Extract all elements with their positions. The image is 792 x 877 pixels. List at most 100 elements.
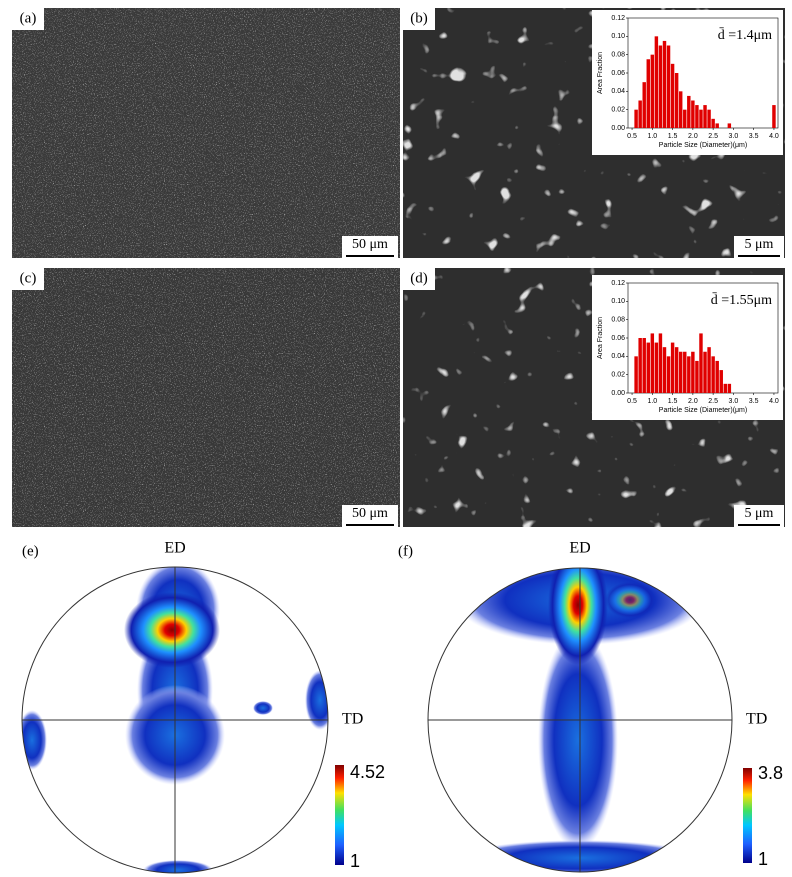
panel-label: (a) <box>20 10 37 26</box>
ed-label: ED <box>164 540 185 557</box>
bar <box>691 100 695 128</box>
bar <box>715 123 719 128</box>
y-axis-label: Area Fraction <box>597 317 604 359</box>
panel-label: (e) <box>22 543 39 559</box>
bar <box>634 109 638 128</box>
colorbar-min: 1 <box>350 851 360 871</box>
y-tick-label: 0.12 <box>611 15 625 22</box>
y-tick-label: 0.00 <box>611 390 625 397</box>
bar <box>642 338 646 393</box>
bar <box>666 45 671 128</box>
panel-label: (f) <box>398 543 413 559</box>
bar <box>723 383 728 393</box>
bar <box>683 351 687 393</box>
bar <box>711 356 715 393</box>
panel-label: (c) <box>20 270 37 286</box>
y-tick-label: 0.06 <box>611 335 625 342</box>
y-tick-label: 0.02 <box>611 372 625 379</box>
bar <box>674 73 679 128</box>
bar <box>654 36 659 129</box>
bar <box>662 40 667 128</box>
y-tick-label: 0.10 <box>611 298 625 305</box>
bar <box>727 383 732 393</box>
x-tick-label: 3.0 <box>729 398 739 405</box>
inset-background <box>592 275 783 420</box>
colorbar-max: 4.52 <box>350 762 385 782</box>
bar <box>678 351 683 393</box>
bar <box>703 351 707 393</box>
x-tick-label: 1.0 <box>647 398 657 405</box>
bar <box>715 360 719 393</box>
bar <box>683 109 687 128</box>
bar <box>650 54 655 128</box>
y-tick-label: 0.08 <box>611 52 625 59</box>
bar <box>662 347 667 393</box>
x-tick-label: 4.0 <box>769 398 779 405</box>
colorbar-min: 1 <box>758 849 768 869</box>
panel-label: (d) <box>410 270 428 286</box>
colorbar <box>335 765 344 865</box>
bar <box>646 342 650 393</box>
scale-bar-label: 50 μm <box>352 506 388 521</box>
pole-figure-e <box>22 567 328 873</box>
x-tick-label: 1.5 <box>668 133 678 140</box>
scale-bar: 50 μm <box>342 236 398 258</box>
x-tick-label: 2.5 <box>708 133 718 140</box>
x-tick-label: 0.5 <box>627 398 637 405</box>
sem-a <box>12 8 400 258</box>
x-tick-label: 4.0 <box>769 133 779 140</box>
scale-bar-label: 5 μm <box>745 506 774 521</box>
colorbar <box>743 768 752 863</box>
x-tick-label: 1.5 <box>668 398 678 405</box>
bar <box>707 109 711 128</box>
bar <box>772 105 776 128</box>
sem-c <box>12 268 400 527</box>
bar <box>658 333 663 393</box>
bar <box>650 333 655 393</box>
ed-label: ED <box>569 540 590 557</box>
bar <box>654 342 659 393</box>
scale-bar: 5 μm <box>734 236 784 258</box>
bar <box>707 347 711 393</box>
y-tick-label: 0.02 <box>611 107 625 114</box>
bar <box>695 105 699 128</box>
y-tick-label: 0.10 <box>611 33 625 40</box>
bar <box>670 63 675 129</box>
x-axis-label: Particle Size (Diameter)(μm) <box>659 142 747 149</box>
bar <box>646 59 650 128</box>
x-tick-label: 2.0 <box>688 133 698 140</box>
scale-bar-label: 50 μm <box>352 237 388 252</box>
panel-label: (b) <box>410 10 428 26</box>
scale-bar: 50 μm <box>342 505 398 527</box>
x-tick-label: 1.0 <box>647 133 657 140</box>
td-label: TD <box>342 711 363 728</box>
bar <box>699 109 703 128</box>
bar <box>638 100 642 128</box>
y-tick-label: 0.06 <box>611 70 625 77</box>
scale-bar-label: 5 μm <box>745 237 774 252</box>
bar <box>687 356 691 393</box>
x-tick-label: 2.0 <box>688 398 698 405</box>
bar <box>719 370 723 393</box>
y-tick-label: 0.00 <box>611 125 625 132</box>
y-tick-label: 0.12 <box>611 280 625 287</box>
x-tick-label: 3.5 <box>749 398 759 405</box>
td-label: TD <box>746 711 767 728</box>
y-axis-label: Area Fraction <box>597 52 604 94</box>
bar <box>658 45 663 128</box>
bar <box>699 333 703 393</box>
bar <box>634 356 638 393</box>
bar <box>687 95 691 128</box>
bar <box>678 91 683 128</box>
bar <box>711 118 715 128</box>
inset-background <box>592 10 783 155</box>
x-tick-label: 3.0 <box>729 133 739 140</box>
x-tick-label: 3.5 <box>749 133 759 140</box>
bar <box>674 347 679 393</box>
x-axis-label: Particle Size (Diameter)(μm) <box>659 407 747 414</box>
x-tick-label: 2.5 <box>708 398 718 405</box>
colorbar-max: 3.8 <box>758 763 783 783</box>
y-tick-label: 0.04 <box>611 353 625 360</box>
x-tick-label: 0.5 <box>627 133 637 140</box>
